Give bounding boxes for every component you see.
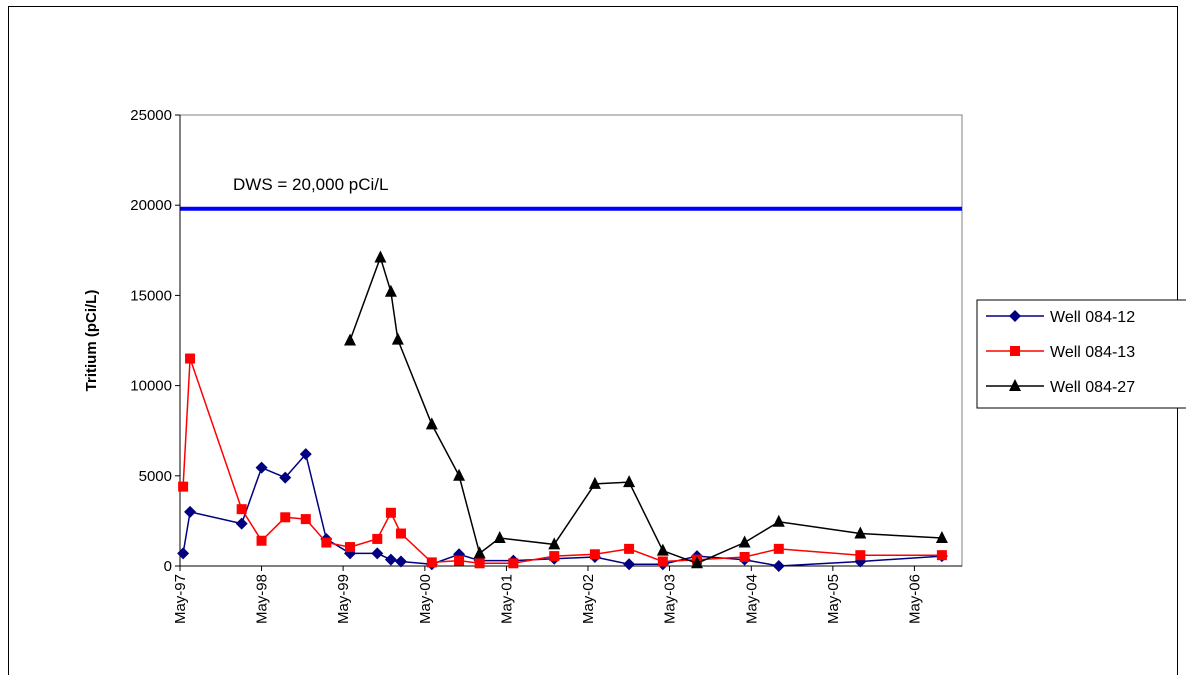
data-point-well-084-13 (739, 551, 750, 562)
data-point-well-084-13 (256, 535, 267, 546)
x-tick-label: May-04 (743, 574, 760, 624)
data-point-well-084-12 (384, 553, 397, 566)
data-point-well-084-13 (178, 481, 189, 492)
data-point-well-084-13 (508, 558, 519, 569)
y-axis-title: Tritium (pCi/L) (83, 290, 100, 392)
x-tick-label: May-05 (825, 574, 842, 624)
legend-label: Well 084-13 (1050, 344, 1135, 361)
data-point-well-084-12 (235, 517, 248, 530)
series-line-well-084-27 (349, 255, 942, 565)
data-point-well-084-12 (394, 555, 407, 568)
x-tick-label: May-00 (417, 574, 434, 624)
data-point-well-084-12 (623, 558, 636, 571)
data-point-well-084-13 (280, 512, 291, 523)
x-tick-label: May-02 (580, 574, 597, 624)
data-point-well-084-27 (935, 531, 948, 544)
legend-entry-well-084-27: Well 084-27 (986, 379, 1135, 396)
data-point-well-084-27 (425, 417, 438, 430)
data-point-well-084-13 (236, 504, 247, 515)
dws-annotation: DWS = 20,000 pCi/L (233, 175, 388, 194)
x-tick-label: May-97 (172, 574, 189, 624)
data-point-well-084-12 (772, 560, 785, 572)
data-point-well-084-27 (738, 535, 751, 548)
data-point-well-084-13 (300, 514, 311, 525)
data-point-well-084-13 (426, 557, 437, 568)
data-point-well-084-13 (345, 542, 356, 553)
data-point-well-084-27 (691, 556, 704, 569)
x-tick-label: May-98 (254, 574, 271, 624)
data-point-well-084-13 (589, 549, 600, 560)
series-group (177, 250, 948, 572)
data-point-well-084-27 (656, 543, 669, 556)
data-point-well-084-27 (453, 468, 466, 481)
data-point-well-084-12 (279, 471, 292, 484)
data-point-well-084-27 (384, 284, 397, 297)
data-point-well-084-13 (454, 555, 465, 566)
data-point-well-084-13 (549, 551, 560, 562)
data-point-well-084-13 (474, 558, 485, 569)
legend-label: Well 084-27 (1050, 379, 1135, 396)
y-tick-label: 5000 (139, 468, 172, 485)
data-point-well-084-13 (855, 550, 866, 561)
legend-label: Well 084-12 (1050, 309, 1135, 326)
data-point-well-084-13 (321, 537, 332, 548)
y-tick-label: 20000 (130, 197, 172, 214)
data-point-well-084-13 (395, 528, 406, 539)
legend-entry-well-084-13: Well 084-13 (986, 344, 1135, 361)
data-point-well-084-13 (773, 543, 784, 554)
legend: Well 084-12 Well 084-13 Well 084-27 (976, 299, 1186, 409)
axes: 0 5000 10000 15000 20000 25000 May-97 May-98 May… (130, 107, 962, 624)
data-point-well-084-27 (473, 546, 486, 559)
data-point-well-084-12 (371, 547, 384, 560)
data-point-well-084-27 (493, 531, 506, 544)
y-tick-label: 15000 (130, 287, 172, 304)
data-point-well-084-13 (185, 353, 196, 364)
legend-marker (1009, 379, 1021, 391)
data-point-well-084-13 (936, 550, 947, 561)
data-point-well-084-13 (372, 533, 383, 544)
data-point-well-084-12 (184, 505, 197, 518)
legend-entry-well-084-12: Well 084-12 (986, 309, 1135, 326)
x-tick-label: May-03 (662, 574, 679, 624)
data-point-well-084-27 (854, 526, 867, 539)
data-point-well-084-27 (772, 514, 785, 527)
data-point-well-084-12 (299, 448, 312, 461)
data-point-well-084-13 (624, 543, 635, 554)
data-point-well-084-27 (623, 475, 636, 488)
y-tick-label: 0 (164, 558, 172, 575)
data-point-well-084-27 (374, 250, 387, 263)
reference-line-group: DWS = 20,000 pCi/L (180, 175, 962, 211)
legend-marker (1010, 346, 1020, 356)
data-point-well-084-27 (588, 476, 601, 489)
y-tick-label: 10000 (130, 378, 172, 395)
y-tick-label: 25000 (130, 107, 172, 124)
data-point-well-084-12 (255, 461, 268, 474)
series-well-084-27 (344, 250, 948, 569)
x-tick-label: May-01 (498, 574, 515, 624)
data-point-well-084-13 (385, 507, 396, 518)
series-line-well-084-12 (182, 452, 942, 567)
data-point-well-084-27 (391, 332, 404, 345)
data-point-well-084-27 (344, 333, 357, 346)
x-tick-label: May-06 (906, 574, 923, 624)
series-well-084-13 (178, 353, 947, 569)
data-point-well-084-12 (177, 547, 190, 560)
data-point-well-084-13 (657, 556, 668, 567)
data-point-well-084-27 (548, 537, 561, 550)
x-tick-label: May-99 (335, 574, 352, 624)
legend-marker (1009, 310, 1021, 322)
